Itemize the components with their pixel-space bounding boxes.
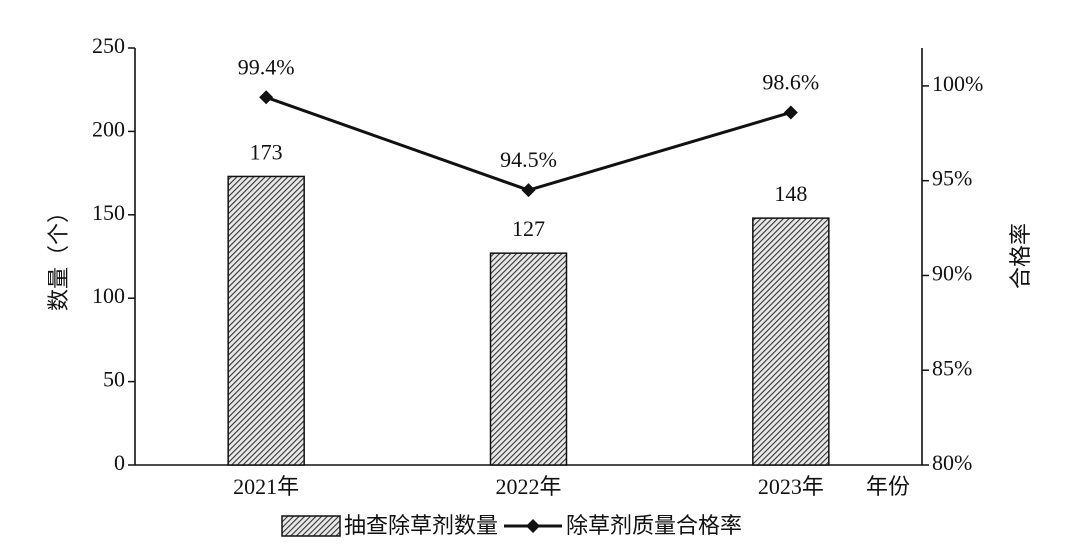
y2-tick-label: 85% xyxy=(932,355,972,380)
x-axis-label: 年份 xyxy=(866,475,910,500)
line-value-label: 94.5% xyxy=(500,147,557,172)
legend-swatch xyxy=(281,515,341,537)
legend-marker xyxy=(526,519,541,533)
y2-tick-label: 90% xyxy=(932,261,972,286)
y-tick-label: 0 xyxy=(114,450,125,475)
legend-label: 抽查除草剂数量 xyxy=(344,514,498,539)
line-marker xyxy=(783,105,798,120)
line-marker xyxy=(259,90,274,105)
y-axis-label: 数量（个） xyxy=(47,201,72,311)
y-tick-label: 50 xyxy=(103,367,125,392)
line-marker xyxy=(521,183,536,198)
line xyxy=(265,95,792,192)
bar xyxy=(752,217,830,466)
y-tick-label: 200 xyxy=(92,116,125,141)
line-value-label: 99.4% xyxy=(238,54,295,79)
x-tick-label: 2022年 xyxy=(495,474,561,499)
y2-tick-label: 80% xyxy=(932,450,972,475)
line-value-label: 98.6% xyxy=(762,69,819,94)
x-tick-label: 2023年 xyxy=(758,474,824,499)
y2-tick-label: 95% xyxy=(932,166,972,191)
bar-value-label: 148 xyxy=(774,181,807,206)
y-tick-label: 100 xyxy=(92,283,125,308)
bar xyxy=(227,175,305,466)
y-tick-label: 150 xyxy=(92,200,125,225)
bar xyxy=(489,252,568,466)
x-tick-label: 2021年 xyxy=(233,474,299,499)
y-tick-label: 250 xyxy=(92,33,125,58)
y2-tick-label: 100% xyxy=(932,71,983,96)
bar-value-label: 127 xyxy=(512,216,545,241)
y2-axis-label: 合格率 xyxy=(1009,223,1034,289)
legend-label: 除草剂质量合格率 xyxy=(566,514,742,539)
bar-value-label: 173 xyxy=(250,139,283,164)
